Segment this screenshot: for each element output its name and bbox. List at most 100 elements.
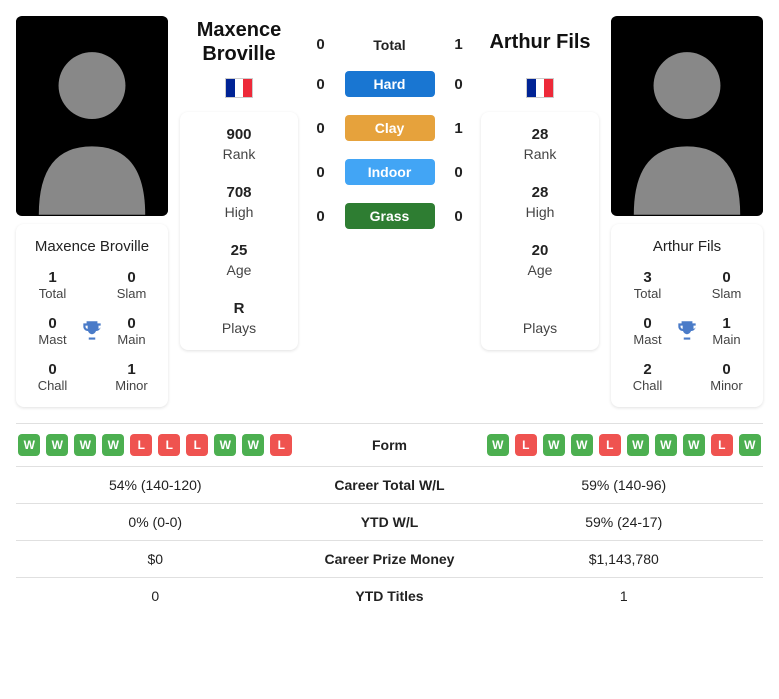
top-section: Maxence Broville 1Total 0Slam 0Mast 0Mai… <box>16 16 763 407</box>
form-badge[interactable]: W <box>627 434 649 456</box>
ytd-titles-label: YTD Titles <box>295 588 485 604</box>
career-wl-row: 54% (140-120) Career Total W/L 59% (140-… <box>16 467 763 504</box>
p1-plays: RPlays <box>180 300 298 336</box>
form-badge[interactable]: L <box>270 434 292 456</box>
form-badge[interactable]: L <box>186 434 208 456</box>
p1-chall-titles: 0Chall <box>26 361 79 393</box>
player2-name: Arthur Fils <box>489 16 590 68</box>
player1-titles-card: Maxence Broville 1Total 0Slam 0Mast 0Mai… <box>16 224 168 407</box>
form-badge[interactable]: L <box>711 434 733 456</box>
player2-stats-column: Arthur Fils 28Rank 28High 20Age Plays <box>481 16 599 407</box>
h2h-grass-pill[interactable]: Grass <box>345 203 435 229</box>
player2-titles-grid: 3Total 0Slam 0Mast 1Main 2Chall 0Minor <box>621 269 753 393</box>
p2-total-titles: 3Total <box>621 269 674 301</box>
france-flag-icon <box>526 78 554 98</box>
trophy-icon <box>674 318 700 344</box>
h2h-total-label: Total <box>345 37 435 53</box>
form-badge[interactable]: W <box>739 434 761 456</box>
form-row: WWWWLLLWWL Form WLWWLWWWLW <box>16 423 763 467</box>
form-badge[interactable]: L <box>158 434 180 456</box>
p1-mast-titles: 0Mast <box>26 315 79 347</box>
player-silhouette-icon <box>16 16 168 216</box>
form-badge[interactable]: W <box>18 434 40 456</box>
form-badge[interactable]: W <box>46 434 68 456</box>
p2-career-wl: 59% (140-96) <box>485 477 764 493</box>
p1-rank: 900Rank <box>180 126 298 162</box>
player2-form: WLWWLWWWLW <box>485 434 764 456</box>
h2h-hard-p2: 0 <box>449 76 469 93</box>
player1-form: WWWWLLLWWL <box>16 434 295 456</box>
h2h-clay-p1: 0 <box>311 120 331 137</box>
p2-minor-titles: 0Minor <box>700 361 753 393</box>
h2h-clay-row: 0 Clay 1 <box>310 115 469 141</box>
form-badge[interactable]: W <box>571 434 593 456</box>
form-badge[interactable]: L <box>599 434 621 456</box>
player2-stat-card: 28Rank 28High 20Age Plays <box>481 112 599 350</box>
player1-card-name: Maxence Broville <box>26 238 158 255</box>
h2h-hard-pill[interactable]: Hard <box>345 71 435 97</box>
p2-mast-titles: 0Mast <box>621 315 674 347</box>
h2h-clay-pill[interactable]: Clay <box>345 115 435 141</box>
player2-card-name: Arthur Fils <box>621 238 753 255</box>
form-badge[interactable]: W <box>74 434 96 456</box>
p2-ytd-titles: 1 <box>485 588 764 604</box>
prize-row: $0 Career Prize Money $1,143,780 <box>16 541 763 578</box>
career-wl-label: Career Total W/L <box>295 477 485 493</box>
p2-prize: $1,143,780 <box>485 551 764 567</box>
form-badge[interactable]: W <box>683 434 705 456</box>
h2h-grass-p1: 0 <box>311 208 331 225</box>
p1-main-titles: 0Main <box>105 315 158 347</box>
h2h-column: 0 Total 1 0 Hard 0 0 Clay 1 0 Indoor 0 0… <box>310 16 469 407</box>
form-badge[interactable]: L <box>130 434 152 456</box>
h2h-indoor-p1: 0 <box>311 164 331 181</box>
ytd-wl-row: 0% (0-0) YTD W/L 59% (24-17) <box>16 504 763 541</box>
p1-age: 25Age <box>180 242 298 278</box>
player2-photo[interactable] <box>611 16 763 216</box>
form-label: Form <box>295 437 485 453</box>
h2h-indoor-p2: 0 <box>449 164 469 181</box>
h2h-indoor-pill[interactable]: Indoor <box>345 159 435 185</box>
trophy-icon <box>79 318 105 344</box>
form-badge[interactable]: W <box>543 434 565 456</box>
form-badge[interactable]: W <box>102 434 124 456</box>
p2-rank: 28Rank <box>481 126 599 162</box>
p2-ytd-wl: 59% (24-17) <box>485 514 764 530</box>
player1-column: Maxence Broville 1Total 0Slam 0Mast 0Mai… <box>16 16 168 407</box>
h2h-total-row: 0 Total 1 <box>310 36 469 53</box>
player1-titles-grid: 1Total 0Slam 0Mast 0Main 0Chall 1Minor <box>26 269 158 393</box>
form-badge[interactable]: W <box>214 434 236 456</box>
player1-stats-column: Maxence Broville 900Rank 708High 25Age R… <box>180 16 298 407</box>
prize-label: Career Prize Money <box>295 551 485 567</box>
player2-titles-card: Arthur Fils 3Total 0Slam 0Mast 1Main 2Ch… <box>611 224 763 407</box>
h2h-clay-p2: 1 <box>449 120 469 137</box>
form-badge[interactable]: W <box>655 434 677 456</box>
h2h-hard-p1: 0 <box>311 76 331 93</box>
p2-main-titles: 1Main <box>700 315 753 347</box>
h2h-hard-row: 0 Hard 0 <box>310 71 469 97</box>
ytd-wl-label: YTD W/L <box>295 514 485 530</box>
form-badge[interactable]: W <box>487 434 509 456</box>
h2h-grass-row: 0 Grass 0 <box>310 203 469 229</box>
p1-ytd-titles: 0 <box>16 588 295 604</box>
player-silhouette-icon <box>611 16 763 216</box>
form-badge[interactable]: L <box>515 434 537 456</box>
p1-minor-titles: 1Minor <box>105 361 158 393</box>
player1-stat-card: 900Rank 708High 25Age RPlays <box>180 112 298 350</box>
p2-slam-titles: 0Slam <box>700 269 753 301</box>
player1-photo[interactable] <box>16 16 168 216</box>
h2h-indoor-row: 0 Indoor 0 <box>310 159 469 185</box>
form-badge[interactable]: W <box>242 434 264 456</box>
ytd-titles-row: 0 YTD Titles 1 <box>16 578 763 614</box>
h2h-total-p1: 0 <box>311 36 331 53</box>
p1-prize: $0 <box>16 551 295 567</box>
player1-name: Maxence Broville <box>180 16 298 68</box>
p1-slam-titles: 0Slam <box>105 269 158 301</box>
p2-chall-titles: 2Chall <box>621 361 674 393</box>
p2-plays: Plays <box>481 300 599 336</box>
p1-career-wl: 54% (140-120) <box>16 477 295 493</box>
p2-high: 28High <box>481 184 599 220</box>
comparison-table: WWWWLLLWWL Form WLWWLWWWLW 54% (140-120)… <box>16 423 763 614</box>
france-flag-icon <box>225 78 253 98</box>
p2-age: 20Age <box>481 242 599 278</box>
player2-column: Arthur Fils 3Total 0Slam 0Mast 1Main 2Ch… <box>611 16 763 407</box>
